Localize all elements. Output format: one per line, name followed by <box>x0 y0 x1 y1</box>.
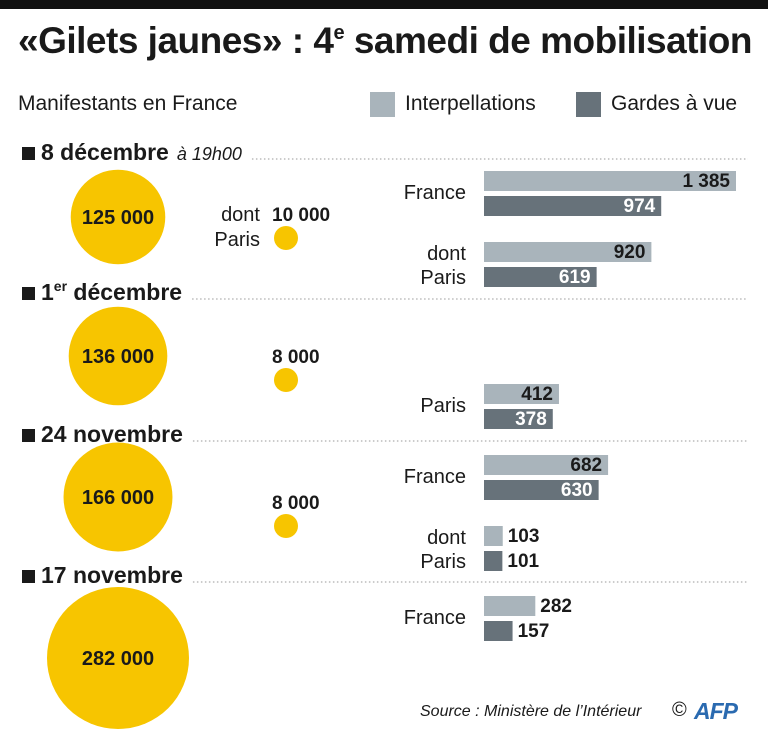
bar-label-interpellations-s0-g1: 920 <box>614 242 646 263</box>
bar-label-gardes-s0-g1: 619 <box>559 267 591 288</box>
paris-manifestants-label-s1: 8 000 <box>272 347 320 368</box>
paris-prefix-paris-s0: Paris <box>214 229 260 251</box>
chart-title: «Gilets jaunes» : 4e samedi de mobilisat… <box>18 20 752 62</box>
legend-swatch-gardes-a-vue <box>576 91 601 117</box>
bar-label-gardes-s3-g0: 157 <box>518 621 550 642</box>
title-main: «Gilets jaunes» : 4 <box>18 20 334 61</box>
manifestants-circle-s3 <box>47 587 189 729</box>
bar-gardes-s1-g0 <box>484 409 553 429</box>
bar-gardes-s2-g1 <box>484 551 503 571</box>
section-date-note-s0: à 19h00 <box>177 144 242 164</box>
bar-gardes-s0-g0 <box>484 196 662 216</box>
bar-gardes-s2-g0 <box>484 480 599 500</box>
source-note: Source : Ministère de l’Intérieur <box>420 703 642 720</box>
manifestants-circle-s0 <box>70 169 166 265</box>
bar-label-interpellations-s1-g0: 412 <box>521 384 553 405</box>
bar-label-interpellations-s2-g0: 682 <box>570 455 602 476</box>
bar-label-interpellations-s2-g1: 103 <box>508 526 540 547</box>
group-label-s1-g0: Paris <box>420 395 466 417</box>
manifestants-label-s0: 125 000 <box>82 207 154 229</box>
paris-manifestants-label-s2: 8 000 <box>272 493 320 514</box>
section-date-s2: 24 novembre <box>41 421 183 447</box>
legend-label-gardes-a-vue: Gardes à vue <box>611 92 738 115</box>
section-marker-s3 <box>22 570 35 583</box>
top-rule <box>0 0 768 9</box>
bar-gardes-s3-g0 <box>484 621 513 641</box>
copyright-symbol: © <box>672 699 687 721</box>
bar-interpellations-s3-g0 <box>484 596 536 616</box>
manifestants-label-s3: 282 000 <box>82 648 154 670</box>
group-label-s3-g0: France <box>404 607 466 629</box>
chart-subtitle: Manifestants en France <box>18 92 238 115</box>
section-date-s1: 1er décembre <box>41 278 182 305</box>
title-superscript: e <box>333 22 345 44</box>
bar-interpellations-s2-g0 <box>484 455 609 475</box>
paris-circle-s1 <box>274 368 298 392</box>
bar-label-gardes-s0-g0: 974 <box>624 196 656 217</box>
bar-label-interpellations-s3-g0: 282 <box>540 596 572 617</box>
manifestants-circle-s1 <box>68 306 168 406</box>
legend-item-interpellations: Interpellations <box>370 91 536 117</box>
title-rest: samedi de mobilisation <box>344 20 753 61</box>
group-label-s0-g0: France <box>404 182 466 204</box>
paris-prefix-dont-s0: dont <box>221 204 260 226</box>
section-date-s0: 8 décembre <box>41 139 169 165</box>
legend-swatch-interpellations <box>370 91 395 117</box>
group-label-dont-s0-g1: dont <box>427 243 466 265</box>
group-label-s2-g0: France <box>404 466 466 488</box>
legend-item-gardes-a-vue: Gardes à vue <box>576 91 737 117</box>
bar-gardes-s0-g1 <box>484 267 597 287</box>
section-marker-s1 <box>22 287 35 300</box>
bar-label-gardes-s2-g1: 101 <box>507 551 539 572</box>
legend-label-interpellations: Interpellations <box>405 92 536 115</box>
paris-manifestants-label-s0: 10 000 <box>272 205 330 226</box>
bar-interpellations-s1-g0 <box>484 384 559 404</box>
section-marker-s2 <box>22 429 35 442</box>
manifestants-circle-s2 <box>63 442 173 552</box>
bar-interpellations-s0-g0 <box>484 171 736 191</box>
bar-interpellations-s0-g1 <box>484 242 652 262</box>
paris-circle-s0 <box>274 226 298 250</box>
paris-circle-s2 <box>274 514 298 538</box>
afp-logo: AFP <box>694 698 738 724</box>
manifestants-label-s1: 136 000 <box>82 346 154 368</box>
group-label-paris-s0-g1: Paris <box>420 267 466 289</box>
group-label-dont-s2-g1: dont <box>427 527 466 549</box>
manifestants-label-s2: 166 000 <box>82 487 154 509</box>
bar-label-gardes-s1-g0: 378 <box>515 409 547 430</box>
bar-label-gardes-s2-g0: 630 <box>561 480 593 501</box>
section-date-s3: 17 novembre <box>41 562 183 588</box>
group-label-paris-s2-g1: Paris <box>420 551 466 573</box>
bar-interpellations-s2-g1 <box>484 526 503 546</box>
section-marker-s0 <box>22 147 35 160</box>
bar-label-interpellations-s0-g0: 1 385 <box>682 171 730 192</box>
